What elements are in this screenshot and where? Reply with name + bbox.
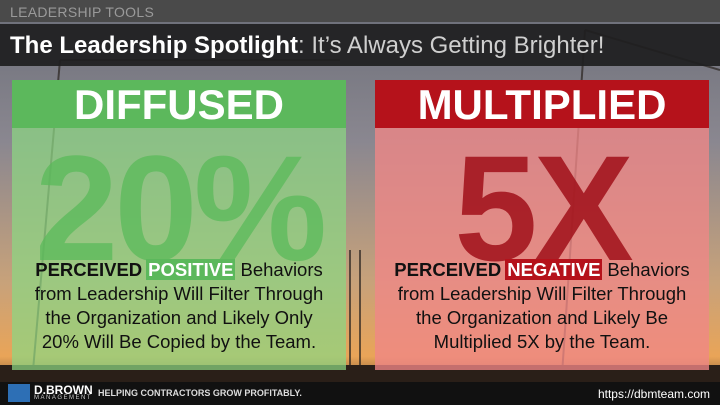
panel-heading: MULTIPLIED	[375, 80, 709, 128]
panel-body: PERCEIVED POSITIVE Behaviors from Leadershi…	[12, 258, 346, 354]
body-text: Behaviors	[240, 259, 323, 280]
logo	[8, 384, 30, 402]
panel-heading: DIFFUSED	[12, 80, 346, 128]
title-bar: The Leadership Spotlight: It’s Always Ge…	[0, 24, 720, 66]
tagline: HELPING CONTRACTORS GROW PROFITABLY.	[98, 388, 302, 398]
panel: MULTIPLIED 5X PERCEIVED NEGATIVE Behaviors fr…	[375, 80, 709, 370]
body-line: 20% Will Be Copied by the Team.	[41, 331, 317, 352]
url: https://dbmteam.com	[597, 387, 710, 401]
body-line: PERCEIVED NEGATIVE Behaviors	[375, 258, 709, 282]
body-line: from Leadership Will Filter Through	[397, 283, 687, 304]
body-line: PERCEIVED POSITIVE Behaviors	[12, 258, 346, 282]
body-highlight: NEGATIVE	[505, 259, 603, 280]
section-bar: LEADERSHIP TOOLS	[0, 0, 720, 22]
body-lead: PERCEIVED	[394, 259, 502, 280]
body-line: Multiplied 5X by the Team.	[433, 331, 651, 352]
body-line: the Organization and Likely Be	[416, 307, 668, 328]
body-highlight: POSITIVE	[146, 259, 236, 280]
panel: DIFFUSED 20% PERCEIVED POSITIVE Behaviors fro…	[12, 80, 346, 370]
brand-sub: MANAGEMENT	[34, 395, 93, 401]
title: The Leadership Spotlight	[10, 32, 299, 59]
section-label: LEADERSHIP TOOLS	[10, 4, 155, 20]
brand: D.BROWN	[34, 383, 93, 397]
footer: D.BROWN MANAGEMENT HELPING CONTRACTORS G…	[0, 382, 720, 405]
subtitle: : It’s Always Getting Brighter!	[298, 32, 605, 59]
body-line: the Organization and Likely Only	[45, 307, 313, 328]
body-text: Behaviors	[607, 259, 690, 280]
body-line: from Leadership Will Filter Through	[34, 283, 324, 304]
body-lead: PERCEIVED	[35, 259, 143, 280]
panel-body: PERCEIVED NEGATIVE Behaviors from Leadershi…	[375, 258, 709, 354]
